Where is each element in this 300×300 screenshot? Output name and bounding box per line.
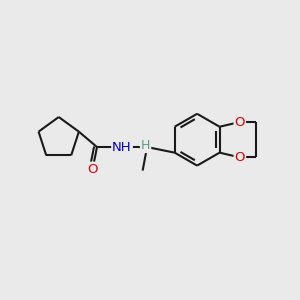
Text: O: O (235, 116, 245, 128)
Text: O: O (87, 163, 98, 176)
Text: NH: NH (112, 141, 132, 154)
Text: H: H (141, 139, 150, 152)
Text: O: O (235, 151, 245, 164)
